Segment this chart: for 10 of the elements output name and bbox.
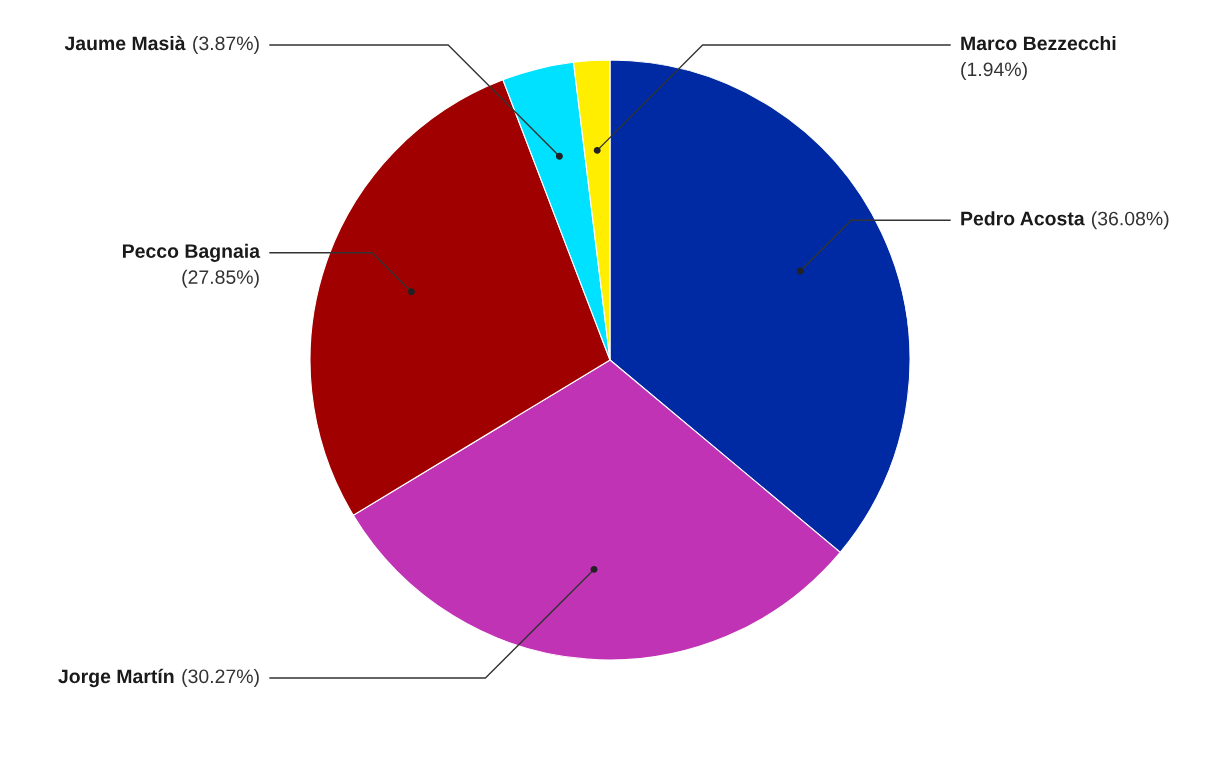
slice-label: Jaume Masià (64, 35, 186, 51)
data-label: (3.87%) (193, 35, 259, 55)
slice-label: Jorge Martín (58, 668, 174, 688)
slice-label: Pecco Bagnaia (122, 243, 261, 262)
data-label: (27.85%) (182, 269, 259, 288)
slice-label: Marco Bezzecchi (961, 35, 1116, 51)
data-label: (36.08%) (1091, 211, 1169, 230)
slice-label: Pedro Acosta (961, 211, 1085, 226)
data-label: (1.94%) (961, 61, 1027, 81)
data-label: (30.27%) (182, 668, 259, 688)
